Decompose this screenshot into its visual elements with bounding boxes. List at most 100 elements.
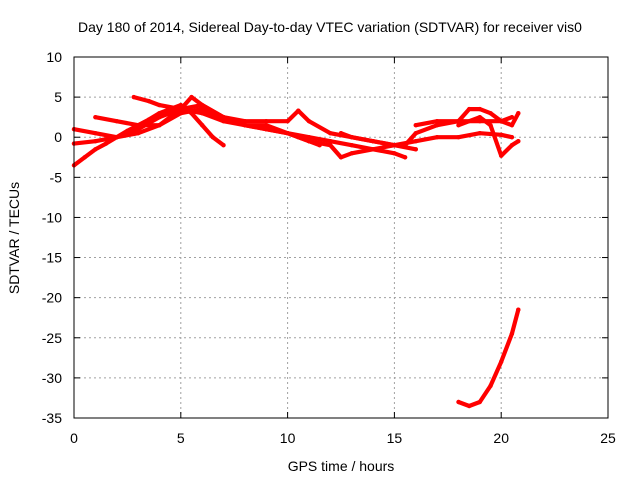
data-point <box>434 123 440 128</box>
data-point <box>285 131 290 136</box>
data-point <box>221 143 226 148</box>
y-tick-label: 10 <box>46 49 62 65</box>
data-point <box>509 123 515 128</box>
data-point <box>200 123 205 128</box>
data-point <box>306 139 312 144</box>
data-point <box>264 127 269 132</box>
data-point <box>349 151 354 156</box>
data-point <box>413 139 418 144</box>
data-point <box>221 119 226 124</box>
data-point <box>93 139 98 144</box>
data-point <box>477 131 482 136</box>
x-tick-label: 10 <box>280 430 296 446</box>
y-tick-label: 0 <box>54 129 62 145</box>
data-point <box>178 106 183 112</box>
data-point <box>157 123 162 128</box>
data-point <box>157 111 162 116</box>
data-point <box>264 119 269 124</box>
data-point <box>392 143 397 148</box>
data-point <box>456 119 461 124</box>
data-point <box>131 94 136 100</box>
y-tick-label: -25 <box>42 330 62 346</box>
y-tick-label: -5 <box>50 169 63 185</box>
x-axis-label: GPS time / hours <box>288 458 395 474</box>
data-point <box>516 307 521 312</box>
data-point <box>242 119 248 124</box>
data-point <box>221 115 226 120</box>
grid <box>74 57 608 418</box>
data-point <box>488 383 493 389</box>
data-point <box>264 123 269 128</box>
data-point <box>328 143 333 148</box>
data-point <box>103 141 109 146</box>
plot-frame <box>73 56 609 419</box>
data-point <box>499 132 504 137</box>
data-point <box>467 106 472 112</box>
y-tick-label: 5 <box>54 89 62 105</box>
data-point <box>338 155 344 160</box>
y-tick-label: -15 <box>42 250 62 266</box>
data-point <box>306 119 312 124</box>
data-point <box>509 331 515 336</box>
x-tick-label: 15 <box>387 430 403 446</box>
data-point <box>488 123 493 128</box>
data-point <box>488 111 493 116</box>
data-point <box>210 135 215 140</box>
data-point <box>370 139 376 144</box>
data-point <box>413 123 418 128</box>
data-point <box>189 94 194 100</box>
data-point <box>477 106 482 112</box>
data-point <box>200 102 205 108</box>
data-point <box>93 147 98 152</box>
data-point <box>434 135 440 140</box>
data-point <box>328 131 333 136</box>
data-point <box>499 359 504 364</box>
data-point <box>499 153 504 158</box>
data-point <box>434 119 440 124</box>
x-tick-label: 5 <box>177 430 185 446</box>
x-tick-label: 20 <box>493 430 509 446</box>
data-point <box>467 403 472 409</box>
data-point <box>157 115 162 120</box>
data-point <box>413 131 418 136</box>
data-point <box>135 127 141 132</box>
data-point <box>349 135 354 140</box>
data-point <box>338 131 344 136</box>
data-point <box>456 123 461 128</box>
data-point <box>306 135 312 140</box>
data-point <box>402 155 408 160</box>
data-point <box>157 102 162 108</box>
data-point <box>135 131 141 136</box>
data-point <box>477 399 482 405</box>
y-axis-label: SDTVAR / TECUs <box>6 182 22 294</box>
chart-title: Day 180 of 2014, Sidereal Day-to-day VTE… <box>78 19 582 35</box>
y-tick-label: -20 <box>42 290 62 306</box>
data-point <box>285 119 290 124</box>
x-tick-labels: 0 5 10 15 20 25 <box>70 430 616 446</box>
data-point <box>93 115 98 120</box>
data-point <box>456 135 461 140</box>
y-tick-label: -30 <box>42 370 62 386</box>
ticks <box>73 56 609 419</box>
data-point <box>509 135 515 140</box>
data-point <box>499 119 504 124</box>
y-tick-label: -10 <box>42 209 62 225</box>
series-arc-10 <box>456 307 521 409</box>
data-point <box>392 151 397 156</box>
x-tick-label: 0 <box>70 430 78 446</box>
data-point <box>509 143 515 148</box>
data-point <box>82 155 87 160</box>
data-point <box>370 147 376 152</box>
data-point <box>516 111 521 116</box>
data-point <box>509 115 515 120</box>
data-point <box>242 123 248 128</box>
data-point <box>200 111 205 116</box>
data-point <box>114 135 119 140</box>
data-point <box>328 139 333 144</box>
y-tick-label: -35 <box>42 410 62 426</box>
data-point <box>456 399 461 405</box>
data-point <box>477 115 482 120</box>
x-tick-label: 25 <box>600 430 616 446</box>
data-point <box>402 143 408 148</box>
